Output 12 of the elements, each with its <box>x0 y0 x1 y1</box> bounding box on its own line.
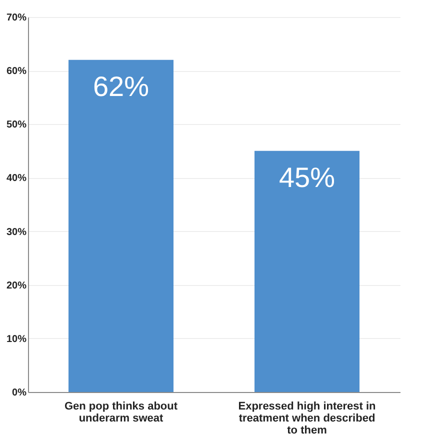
data-label: 45% <box>278 162 336 193</box>
y-tick-label: 60% <box>6 66 27 78</box>
y-tick-label: 10% <box>6 334 27 345</box>
y-tick-label: 0% <box>12 388 27 398</box>
data-label: 62% <box>92 70 150 102</box>
y-tick-label: 30% <box>6 226 27 238</box>
y-tick-label: 20% <box>6 280 27 292</box>
y-tick-label: 50% <box>6 120 27 131</box>
y-tick-label: 70% <box>6 12 27 24</box>
y-tick-label: 40% <box>6 173 27 184</box>
x-tick-label: Gen pop thinks about underarm sweat <box>64 400 178 424</box>
x-tick-label: Expressed high interest in treatment when described to them <box>238 400 376 436</box>
